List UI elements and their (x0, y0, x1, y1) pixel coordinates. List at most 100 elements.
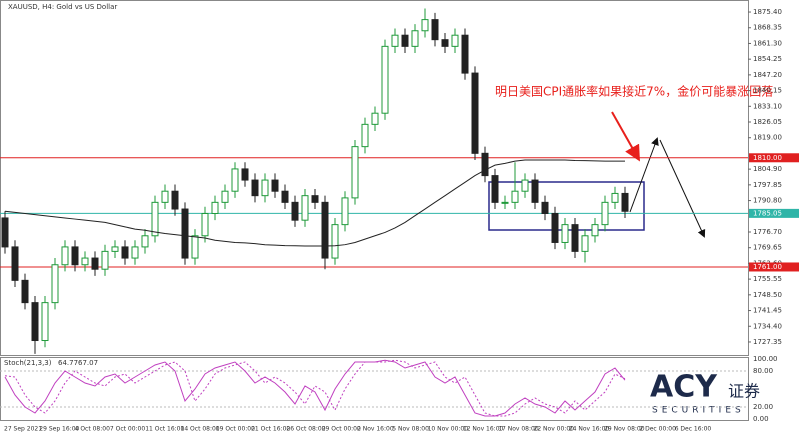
candle-body (431, 19, 439, 41)
stoch-signal (4, 359, 626, 417)
candle-body (401, 34, 409, 47)
stoch-main-last: 64.77 (58, 359, 78, 367)
candle-body (591, 224, 599, 237)
candle-body (391, 34, 399, 47)
stoch-main (4, 359, 626, 417)
logo: ACY 证券 SECURITIES (650, 370, 760, 416)
candle-body (601, 201, 609, 226)
y-tick-label: 1861.30 (753, 39, 782, 47)
stoch-tick-label: 0.00 (753, 415, 769, 423)
x-tick-label: 17 Nov 08:00 (498, 426, 539, 433)
logo-sub: SECURITIES (652, 406, 745, 416)
x-tick-label: 21 Oct 16:00 (251, 426, 290, 433)
candle-body (331, 224, 339, 259)
candle-body (471, 72, 479, 154)
candle-body (201, 212, 209, 237)
candle-body (31, 302, 39, 342)
candle-body (421, 19, 429, 32)
candle-body (91, 257, 99, 270)
candle-body (581, 235, 589, 252)
x-tick-label: 7 Oct 00:00 (110, 426, 145, 433)
candle-body (161, 190, 169, 203)
candle-body (151, 201, 159, 237)
y-tick-label: 1769.65 (753, 244, 782, 252)
candle-body (11, 246, 19, 281)
candle-body (101, 250, 109, 270)
y-tick-label: 1868.35 (753, 24, 782, 32)
annotation: 明日美国CPI通胀率如果接近7%，金价可能暴涨回落 (495, 84, 773, 99)
candle-body (371, 112, 379, 125)
candle-body (451, 34, 459, 47)
y-tick-label: 1847.20 (753, 71, 782, 79)
candle-body (491, 175, 499, 203)
candle-body (361, 123, 369, 148)
x-tick-label: 6 Dec 16:00 (675, 426, 712, 433)
y-tick-label: 1755.55 (753, 275, 782, 283)
candle-body (411, 30, 419, 47)
chart-title: XAUUSD, H4: Gold vs US Dollar (8, 3, 117, 11)
candle-body (501, 201, 509, 204)
moving-average (4, 159, 625, 247)
y-tick-label: 1840.15 (753, 87, 782, 95)
x-tick-label: 2 Nov 16:00 (357, 426, 394, 433)
y-tick-label: 1826.05 (753, 118, 782, 126)
logo-cn: 证券 (728, 382, 760, 401)
candle-body (621, 192, 629, 212)
candle-body (141, 235, 149, 248)
candle-body (211, 201, 219, 214)
candle-body (611, 192, 619, 203)
candle-body (511, 190, 519, 203)
candle-body (21, 279, 29, 304)
candle-body (441, 39, 449, 47)
x-tick-label: 24 Nov 16:00 (569, 426, 610, 433)
stoch-label: Stoch(21,3,3) (4, 359, 52, 367)
candle-body (191, 235, 199, 259)
red-arrow (611, 111, 640, 162)
price-label-bg (749, 262, 799, 272)
candle-body (291, 201, 299, 221)
x-tick-label: 29 Sep 16:00 (39, 426, 79, 433)
candle-body (381, 45, 389, 114)
y-tick-label: 1776.70 (753, 228, 782, 236)
y-tick-label: 1819.00 (753, 134, 782, 142)
x-tick-label: 4 Oct 08:00 (75, 426, 110, 433)
candle-body (561, 224, 569, 243)
stoch-signal-last: 67.07 (78, 359, 98, 367)
candle-body (301, 195, 309, 221)
candle-body (521, 179, 529, 192)
candle-body (461, 34, 469, 74)
x-tick-label: 27 Sep 2021 (4, 426, 42, 433)
candle-body (241, 168, 249, 181)
price-label-bg (749, 153, 799, 163)
x-tick-label: 10 Nov 00:00 (428, 426, 469, 433)
candle-body (261, 179, 269, 197)
y-tick-label: 1833.10 (753, 102, 782, 110)
stoch-tick-label: 20.00 (753, 403, 773, 411)
candle-body (571, 224, 579, 252)
candle-body (1, 217, 9, 248)
candle-body (341, 197, 349, 226)
candle-body (131, 246, 139, 259)
candle-body (541, 201, 549, 214)
candle-body (251, 179, 259, 197)
stoch-panel (0, 357, 749, 421)
candle-body (351, 146, 359, 199)
candle-body (481, 152, 489, 177)
x-tick-label: 29 Oct 00:00 (322, 426, 361, 433)
y-tick-label: 1734.40 (753, 322, 782, 330)
candle-body (531, 179, 539, 203)
candle-body (61, 246, 69, 266)
candle-body (231, 168, 239, 192)
arrow-down (659, 139, 706, 238)
candle-body (41, 302, 49, 342)
y-tick-label: 1854.25 (753, 55, 782, 63)
candle-body (271, 179, 279, 192)
x-tick-label: 12 Nov 16:00 (463, 426, 504, 433)
price-label: 1810.00 (753, 154, 782, 162)
x-tick-label: 5 Nov 08:00 (392, 426, 429, 433)
price-label-bg (749, 208, 799, 218)
range-box (488, 181, 645, 231)
x-tick-label: 2 Dec 00:00 (639, 426, 676, 433)
y-tick-label: 1875.40 (753, 8, 782, 16)
